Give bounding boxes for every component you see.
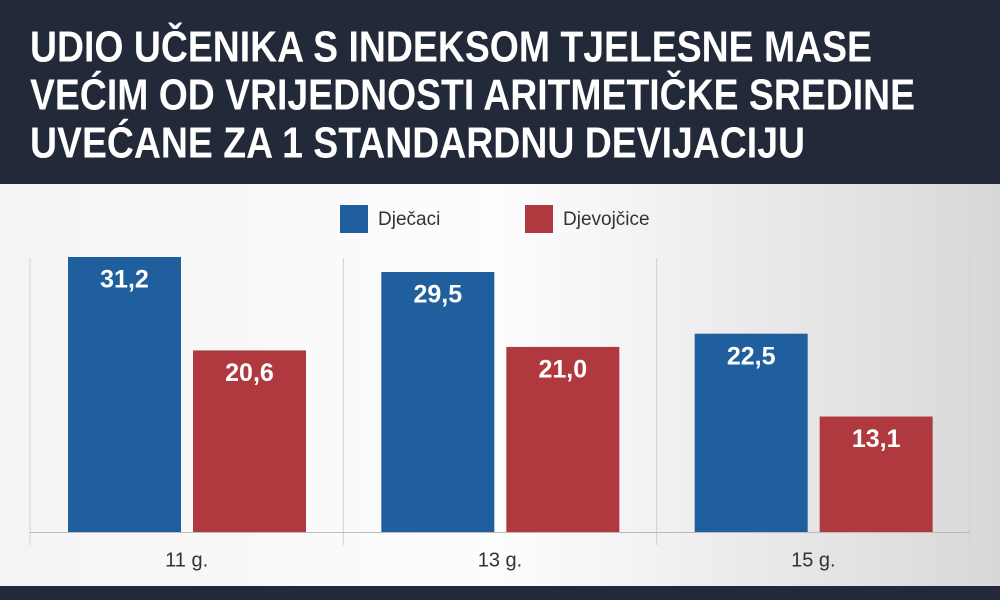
x-tick-label: 15 g.	[791, 549, 835, 571]
value-label: 21,0	[538, 356, 587, 384]
bar	[819, 416, 933, 532]
value-label: 29,5	[413, 281, 462, 309]
value-label: 20,6	[225, 359, 274, 387]
legend-label: Dječaci	[378, 209, 440, 230]
bar	[68, 257, 181, 532]
bar	[381, 271, 495, 532]
value-label: 22,5	[727, 342, 776, 370]
title-line: UVEĆANE ZA 1 STANDARDNU DEVIJACIJU	[30, 118, 805, 168]
bar	[506, 346, 620, 532]
x-tick-label: 11 g.	[165, 549, 208, 571]
legend-swatch	[525, 205, 553, 233]
title-line: VEĆIM OD VRIJEDNOSTI ARITMETIČKE SREDINE	[30, 69, 915, 120]
title-line: UDIO UČENIKA S INDEKSOM TJELESNE MASE	[30, 21, 872, 72]
footer-strip	[0, 586, 1000, 600]
bar	[694, 333, 808, 532]
value-label: 13,1	[852, 425, 901, 453]
header	[0, 0, 1000, 184]
legend-swatch	[340, 205, 368, 233]
bar	[193, 350, 306, 532]
legend-label: Djevojčice	[563, 209, 650, 230]
x-tick-label: 13 g.	[478, 549, 522, 571]
value-label: 31,2	[100, 266, 149, 294]
